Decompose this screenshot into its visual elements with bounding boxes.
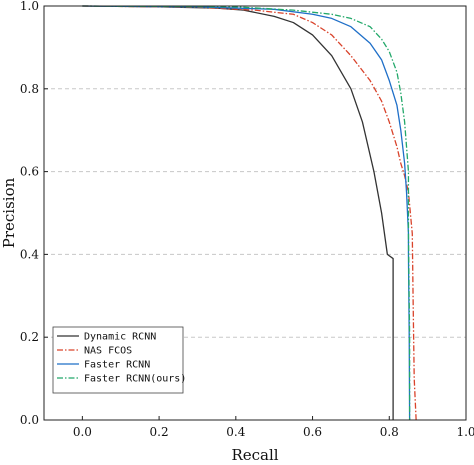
legend-label: Faster RCNN	[84, 360, 150, 371]
legend-label: Faster RCNN(ours)	[84, 374, 186, 385]
legend-label: NAS FCOS	[84, 346, 132, 357]
series-line-2	[82, 5, 411, 421]
x-tick-label: 0.6	[303, 425, 322, 439]
y-tick-label: 0.2	[20, 330, 39, 344]
y-tick-label: 0.4	[20, 247, 39, 261]
series-line-1	[82, 5, 417, 421]
x-tick-label: 1.0	[456, 425, 474, 439]
series-lines	[82, 5, 417, 421]
x-axis-label: Recall	[231, 446, 278, 464]
y-tick-label: 0.0	[20, 413, 39, 427]
x-tick-label: 0.0	[73, 425, 92, 439]
x-axis-ticks: 0.0 0.2 0.4 0.6 0.8 1.0	[73, 416, 474, 439]
legend-box	[52, 326, 184, 394]
x-tick-label: 0.4	[226, 425, 245, 439]
x-tick-label: 0.2	[150, 425, 169, 439]
legend: Dynamic RCNN NAS FCOS Faster RCNN Faster RC…	[52, 326, 186, 394]
y-axis-label: Precision	[0, 177, 18, 248]
plot-frame	[43, 5, 467, 421]
y-tick-label: 1.0	[20, 0, 39, 13]
y-tick-label: 0.6	[20, 165, 39, 179]
x-tick-label: 0.8	[380, 425, 399, 439]
y-axis-ticks: 0.0 0.2 0.4 0.6 0.8 1.0	[20, 0, 48, 427]
series-line-3	[82, 5, 411, 420]
y-tick-label: 0.8	[20, 82, 39, 96]
legend-label: Dynamic RCNN	[84, 332, 156, 343]
